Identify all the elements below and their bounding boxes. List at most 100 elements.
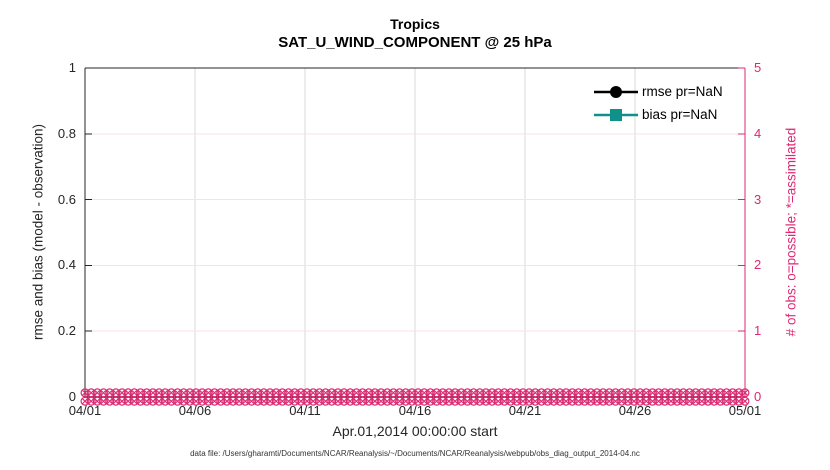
left-y-axis-label: rmse and bias (model - observation)	[30, 123, 46, 341]
obs-cross-marker	[563, 398, 569, 404]
obs-cross-marker	[637, 398, 643, 404]
obs-circle-marker	[210, 388, 220, 398]
obs-cross-marker	[501, 390, 508, 396]
obs-circle-marker	[358, 396, 368, 406]
obs-cross-marker	[322, 398, 329, 404]
obs-cross-marker	[205, 398, 212, 404]
obs-circle-marker	[666, 396, 676, 406]
obs-cross-marker	[100, 398, 107, 404]
obs-circle-marker	[173, 388, 183, 398]
obs-circle-marker	[654, 396, 664, 406]
obs-circle-marker	[247, 388, 257, 398]
obs-circle-marker	[573, 396, 583, 406]
obs-circle-marker	[438, 388, 448, 398]
obs-cross-marker	[742, 398, 748, 404]
obs-cross-marker	[557, 398, 563, 404]
obs-circle-marker	[111, 388, 121, 398]
obs-cross-marker	[353, 390, 360, 396]
obs-circle-marker	[697, 388, 707, 398]
obs-circle-marker	[247, 396, 257, 406]
obs-circle-marker	[210, 396, 220, 406]
obs-circle-marker	[284, 388, 294, 398]
obs-cross-marker	[495, 390, 502, 396]
obs-cross-marker	[458, 398, 465, 404]
obs-cross-marker	[495, 398, 502, 404]
obs-circle-marker	[382, 388, 392, 398]
obs-circle-marker	[462, 388, 472, 398]
right-axis-tick-label: 5	[754, 60, 762, 75]
obs-cross-marker	[365, 398, 372, 404]
obs-cross-marker	[199, 390, 205, 396]
obs-cross-marker	[162, 390, 168, 396]
obs-cross-marker	[421, 398, 428, 404]
obs-cross-marker	[396, 398, 403, 404]
obs-cross-marker	[156, 398, 162, 404]
obs-circle-marker	[370, 396, 380, 406]
obs-circle-marker	[518, 388, 528, 398]
obs-cross-marker	[384, 398, 390, 404]
data-file-footnote: data file: /Users/gharamti/Documents/NCA…	[190, 449, 640, 458]
obs-cross-marker	[538, 390, 545, 396]
obs-cross-marker	[100, 390, 107, 396]
obs-circle-marker	[407, 396, 417, 406]
obs-circle-marker	[715, 396, 725, 406]
obs-circle-marker	[296, 396, 306, 406]
obs-circle-marker	[228, 388, 238, 398]
obs-circle-marker	[407, 388, 417, 398]
obs-cross-marker	[520, 398, 526, 404]
obs-cross-marker	[168, 398, 175, 404]
obs-cross-marker	[544, 398, 551, 404]
obs-circle-marker	[222, 388, 232, 398]
obs-cross-marker	[211, 398, 218, 404]
obs-cross-marker	[402, 398, 409, 404]
obs-cross-marker	[396, 390, 403, 396]
obs-circle-marker	[240, 388, 250, 398]
obs-cross-marker	[384, 390, 390, 396]
obs-cross-marker	[427, 398, 434, 404]
obs-cross-marker	[143, 390, 150, 396]
obs-cross-marker	[372, 398, 378, 404]
obs-cross-marker	[298, 390, 304, 396]
obs-circle-marker	[475, 396, 485, 406]
obs-cross-marker	[692, 390, 699, 396]
obs-cross-marker	[600, 390, 606, 396]
obs-circle-marker	[444, 396, 454, 406]
obs-cross-marker	[440, 398, 446, 404]
obs-cross-marker	[686, 398, 693, 404]
obs-cross-marker	[254, 390, 261, 396]
obs-circle-marker	[580, 388, 590, 398]
obs-circle-marker	[185, 396, 195, 406]
obs-circle-marker	[160, 396, 170, 406]
obs-circle-marker	[641, 396, 651, 406]
obs-circle-marker	[265, 388, 275, 398]
obs-circle-marker	[314, 396, 324, 406]
obs-cross-marker	[205, 390, 212, 396]
obs-circle-marker	[148, 388, 158, 398]
obs-circle-marker	[364, 396, 374, 406]
obs-cross-marker	[489, 390, 495, 396]
obs-cross-marker	[217, 398, 224, 404]
obs-cross-marker	[742, 390, 748, 396]
obs-circle-marker	[734, 388, 744, 398]
obs-circle-marker	[99, 388, 109, 398]
x-axis-label: Apr.01,2014 00:00:00 start	[332, 423, 498, 439]
x-axis-tick-label: 04/16	[398, 403, 432, 418]
obs-cross-marker	[378, 390, 384, 396]
left-axis-tick-label: 0.4	[57, 257, 76, 273]
obs-cross-marker	[310, 390, 316, 396]
obs-cross-marker	[717, 390, 724, 396]
obs-cross-marker	[699, 398, 705, 404]
obs-cross-marker	[267, 398, 273, 404]
obs-circle-marker	[462, 396, 472, 406]
obs-cross-marker	[137, 398, 144, 404]
obs-circle-marker	[129, 388, 139, 398]
obs-circle-marker	[117, 396, 127, 406]
obs-cross-marker	[304, 398, 310, 404]
obs-circle-marker	[660, 388, 670, 398]
obs-cross-marker	[470, 398, 477, 404]
obs-circle-marker	[271, 396, 281, 406]
obs-cross-marker	[507, 390, 514, 396]
obs-cross-marker	[507, 398, 514, 404]
x-axis-tick-label: 04/06	[178, 403, 212, 418]
obs-cross-marker	[680, 390, 687, 396]
